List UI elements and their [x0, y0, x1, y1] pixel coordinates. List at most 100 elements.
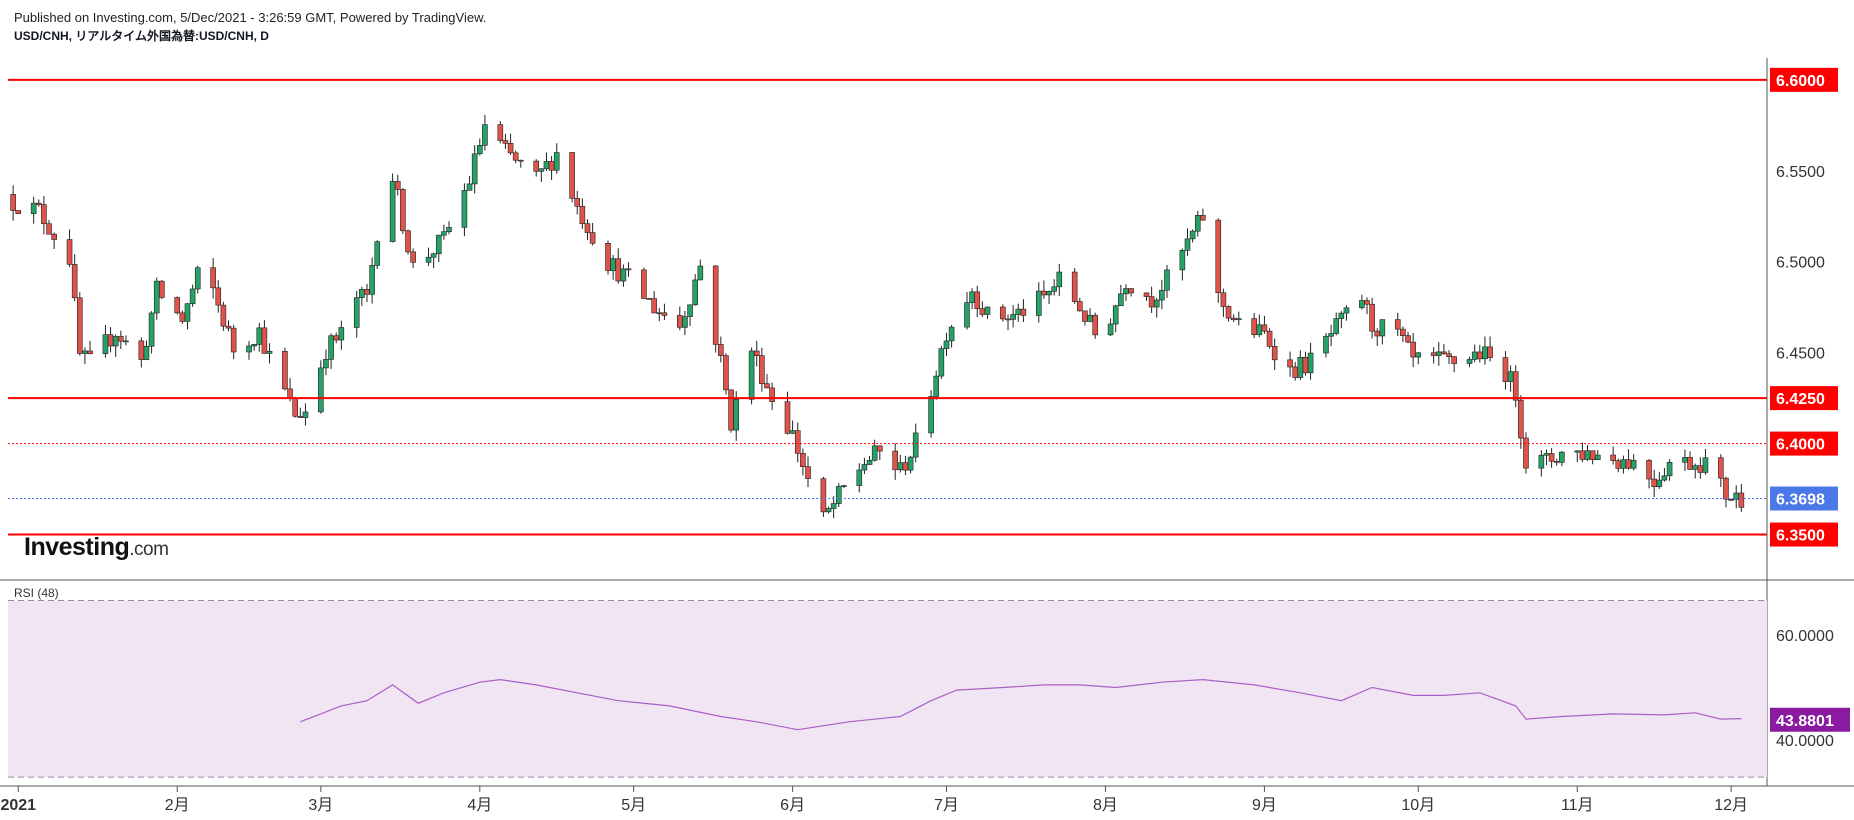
candle-body — [835, 486, 842, 504]
candle — [1271, 338, 1278, 371]
candle — [1256, 314, 1263, 338]
candle — [974, 285, 981, 318]
candle-body — [1225, 306, 1232, 319]
candle — [805, 456, 811, 488]
candle-body — [794, 430, 801, 454]
candle — [138, 337, 145, 368]
candle-body — [292, 397, 298, 417]
candle-body — [1343, 307, 1350, 314]
candle-body — [148, 312, 155, 347]
candle — [835, 483, 842, 507]
candle — [1507, 365, 1514, 392]
candle — [1035, 282, 1042, 323]
candle — [502, 133, 509, 150]
candle — [1615, 458, 1622, 473]
candle — [892, 443, 898, 480]
candle — [553, 143, 560, 174]
candle-body — [753, 350, 760, 356]
candle — [15, 210, 22, 215]
candle-body — [1148, 296, 1155, 308]
candle-body — [1651, 478, 1657, 487]
level-tag: 6.4250 — [1770, 386, 1838, 411]
candle-body — [1071, 271, 1078, 302]
candle-body — [1487, 346, 1493, 358]
candle — [225, 320, 232, 332]
candle — [907, 455, 914, 474]
candle — [1287, 351, 1293, 377]
candle — [230, 324, 237, 359]
candle-body — [548, 161, 555, 171]
candle — [174, 296, 181, 315]
candle-body — [76, 297, 83, 354]
candle-body — [1302, 356, 1309, 374]
candle-body — [1646, 459, 1652, 480]
rsi-value-tag: 43.8801 — [1770, 707, 1850, 732]
candle-body — [861, 464, 868, 471]
candle — [143, 340, 150, 361]
candle-body — [1230, 317, 1237, 321]
candle-body — [784, 401, 791, 434]
candle — [66, 229, 73, 268]
candle-body — [405, 230, 411, 253]
candle — [1051, 279, 1057, 296]
candle-body — [1394, 319, 1401, 330]
candle — [1512, 365, 1519, 408]
candle-body — [610, 258, 616, 271]
candle-body — [687, 304, 693, 317]
candle-body — [512, 152, 519, 161]
candle — [1697, 457, 1704, 479]
candle-body — [1328, 333, 1334, 337]
candle-body — [1200, 215, 1206, 221]
candle-body — [66, 239, 73, 265]
rsi-band-fill — [8, 600, 1767, 778]
candle-body — [661, 312, 668, 316]
candle — [1010, 305, 1016, 328]
candle-body — [1441, 351, 1447, 355]
candle-body — [1687, 457, 1693, 470]
candle-body — [866, 460, 873, 465]
candle — [1082, 310, 1088, 326]
candle-body — [569, 152, 575, 199]
candle-body — [1184, 238, 1191, 251]
candle-body — [969, 291, 975, 303]
time-tick-label: 12月 — [1714, 797, 1748, 814]
candle-body — [1697, 465, 1704, 473]
candle — [30, 196, 37, 224]
candle — [625, 262, 632, 277]
candle — [1005, 314, 1011, 331]
candle-body — [1266, 330, 1273, 347]
candle — [1435, 341, 1442, 366]
candle-body — [1123, 288, 1129, 295]
candle-body — [359, 289, 365, 298]
candle — [1553, 458, 1560, 466]
candle — [51, 232, 57, 249]
candle-body — [123, 340, 129, 343]
candle — [1189, 229, 1196, 243]
candle — [1415, 351, 1422, 365]
candle-body — [143, 345, 150, 360]
candle — [1000, 304, 1006, 322]
candle — [1487, 336, 1493, 362]
symbol-line: USD/CNH, リアルタイム外国為替:USD/CNH, D — [14, 29, 269, 43]
candle-body — [1466, 359, 1473, 364]
candle-body — [1015, 308, 1022, 315]
candle — [46, 220, 52, 235]
candle — [605, 240, 611, 275]
candle — [1646, 458, 1652, 489]
candle — [1343, 305, 1350, 321]
candle — [266, 343, 273, 364]
candle-body — [677, 315, 683, 328]
candle — [405, 229, 411, 255]
candle — [1630, 454, 1637, 471]
candle-body — [820, 478, 827, 513]
candle — [969, 288, 975, 310]
candle — [359, 286, 365, 306]
candle-body — [261, 327, 268, 354]
candle — [1502, 351, 1509, 390]
candle — [1020, 299, 1027, 322]
candle — [35, 199, 42, 207]
candle — [1128, 288, 1134, 297]
candle-body — [1692, 465, 1699, 470]
candle-body — [1035, 290, 1042, 316]
